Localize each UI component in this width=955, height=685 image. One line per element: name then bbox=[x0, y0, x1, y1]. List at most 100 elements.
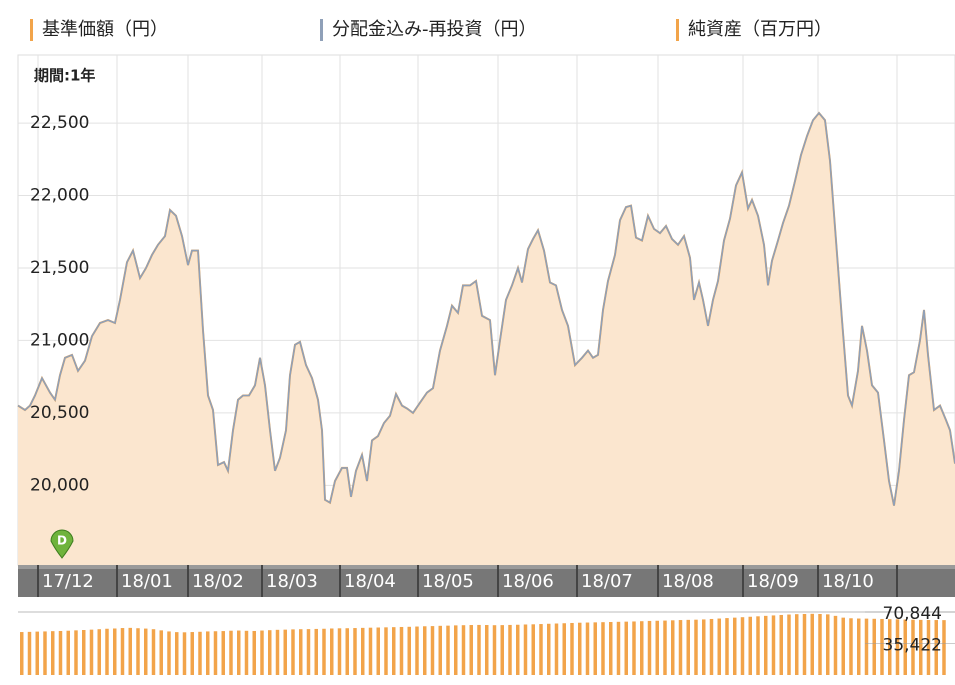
bar bbox=[508, 624, 512, 675]
bar bbox=[291, 629, 295, 675]
bar bbox=[82, 630, 86, 675]
bar bbox=[136, 628, 140, 675]
annotation-label: D bbox=[57, 534, 67, 548]
x-tick-label: 18/02 bbox=[192, 571, 244, 592]
bar bbox=[175, 632, 179, 675]
bar bbox=[539, 624, 543, 675]
bar bbox=[27, 631, 32, 675]
bar bbox=[547, 623, 551, 675]
bar bbox=[337, 628, 342, 675]
bar bbox=[120, 628, 125, 675]
bar bbox=[562, 623, 566, 675]
bar bbox=[678, 620, 683, 675]
line bbox=[17, 111, 955, 506]
bar bbox=[361, 627, 365, 675]
bar bbox=[492, 625, 497, 675]
bar bbox=[818, 613, 822, 675]
bar bbox=[500, 625, 504, 675]
bar bbox=[407, 626, 411, 675]
bar bbox=[268, 630, 272, 675]
bar bbox=[237, 630, 241, 675]
bar bbox=[911, 619, 915, 675]
bar bbox=[43, 631, 47, 675]
annotation-pin bbox=[50, 529, 74, 559]
bar bbox=[888, 619, 892, 675]
bar bbox=[299, 629, 303, 675]
bar bbox=[717, 618, 721, 675]
bar bbox=[35, 631, 39, 675]
bar bbox=[58, 630, 63, 675]
bar bbox=[895, 619, 900, 675]
bar bbox=[384, 627, 388, 675]
bar bbox=[345, 628, 349, 675]
bar bbox=[144, 628, 148, 675]
legend-label: 純資産（百万円） bbox=[688, 19, 832, 40]
bar bbox=[601, 622, 605, 675]
bar bbox=[128, 627, 132, 675]
bar bbox=[229, 630, 233, 675]
bar bbox=[826, 614, 830, 675]
bar bbox=[841, 617, 845, 675]
y-tick-label: 21,500 bbox=[30, 258, 89, 278]
bar bbox=[926, 619, 931, 675]
bar bbox=[306, 629, 311, 675]
bar bbox=[252, 630, 256, 675]
bar bbox=[206, 631, 210, 675]
bar bbox=[872, 618, 876, 675]
bar bbox=[438, 625, 442, 675]
bar bbox=[244, 630, 249, 675]
bar bbox=[686, 619, 690, 675]
y-tick-label: 20,500 bbox=[30, 403, 89, 423]
bar bbox=[477, 624, 481, 675]
bar bbox=[771, 615, 776, 675]
bar bbox=[275, 629, 280, 675]
bar bbox=[733, 617, 737, 675]
bar bbox=[756, 616, 760, 675]
bar bbox=[531, 624, 535, 675]
bar bbox=[198, 631, 202, 675]
bar bbox=[748, 616, 752, 675]
bar bbox=[430, 626, 435, 675]
bar bbox=[725, 618, 729, 675]
y-tick-label: 22,000 bbox=[30, 186, 89, 206]
bar bbox=[182, 632, 187, 675]
bar bbox=[423, 626, 427, 675]
bar bbox=[578, 622, 582, 675]
bar bbox=[260, 630, 264, 675]
legend-swatch bbox=[30, 19, 33, 41]
bar bbox=[516, 624, 520, 675]
bar bbox=[167, 631, 171, 675]
bar bbox=[97, 629, 101, 675]
area bbox=[18, 113, 955, 565]
bar bbox=[903, 619, 907, 675]
bar bbox=[454, 625, 458, 675]
bar bbox=[779, 614, 783, 675]
bar bbox=[469, 625, 473, 675]
bar bbox=[593, 622, 597, 675]
bar bbox=[399, 626, 404, 675]
bar bbox=[934, 620, 938, 675]
bar bbox=[376, 627, 380, 675]
bar bbox=[694, 619, 698, 675]
bar bbox=[20, 632, 24, 675]
bar bbox=[151, 629, 156, 675]
bar bbox=[702, 619, 706, 675]
x-tick-label: 18/10 bbox=[822, 571, 874, 592]
y-tick-label: 20,000 bbox=[30, 475, 89, 495]
bar bbox=[764, 615, 768, 675]
bar bbox=[810, 613, 814, 675]
y-tick-label: 21,000 bbox=[30, 330, 89, 350]
x-tick-label: 18/04 bbox=[344, 571, 396, 592]
bar bbox=[655, 620, 659, 675]
bar bbox=[554, 623, 559, 675]
bar bbox=[624, 621, 628, 675]
bar bbox=[446, 625, 450, 675]
bar bbox=[740, 617, 745, 675]
bar bbox=[190, 632, 194, 675]
x-axis-band: 17/12 18/01 18/02 18/03 18/04 18/05 18/06 18/07… bbox=[18, 565, 955, 597]
bar bbox=[322, 628, 326, 675]
legend-label: 分配金込み-再投資（円） bbox=[332, 19, 537, 40]
bar bbox=[74, 630, 78, 675]
bar bbox=[353, 628, 357, 675]
